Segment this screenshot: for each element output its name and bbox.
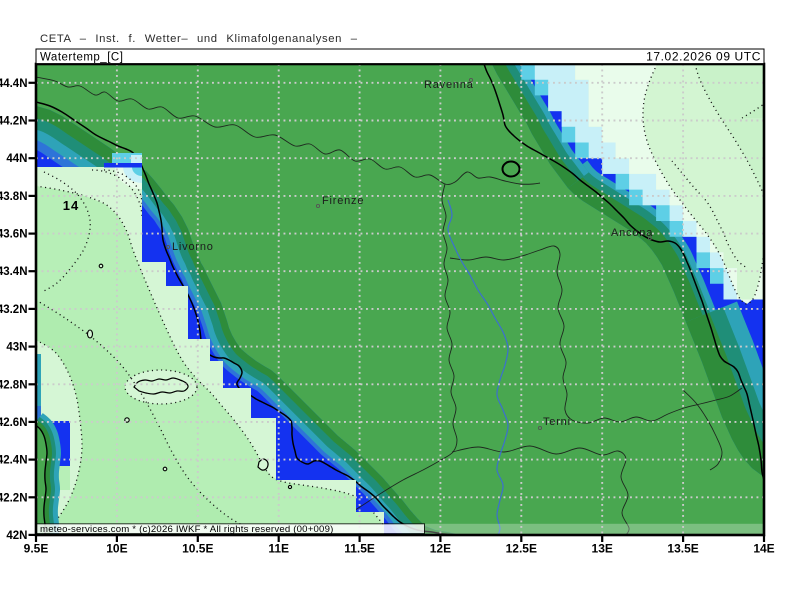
svg-text:11.5E: 11.5E: [344, 542, 375, 556]
svg-text:Terni: Terni: [543, 416, 571, 428]
svg-text:42.6N: 42.6N: [0, 417, 28, 429]
svg-text:10.5E: 10.5E: [182, 542, 213, 556]
svg-text:10E: 10E: [106, 542, 127, 556]
svg-text:13.5E: 13.5E: [667, 542, 698, 556]
svg-text:42.8N: 42.8N: [0, 379, 28, 391]
svg-text:11E: 11E: [268, 542, 289, 556]
svg-text:13E: 13E: [592, 542, 613, 556]
svg-text:43N: 43N: [6, 342, 27, 354]
svg-text:12E: 12E: [430, 542, 451, 556]
svg-text:Ancona: Ancona: [611, 227, 653, 239]
svg-text:meteo-services.com * (c)2026 I: meteo-services.com * (c)2026 IWKF * All …: [40, 524, 334, 535]
svg-text:9.5E: 9.5E: [24, 542, 49, 556]
svg-text:43.4N: 43.4N: [0, 266, 28, 278]
svg-text:CETA – Inst. f. Wetter– und Kl: CETA – Inst. f. Wetter– und Klimafolgena…: [40, 33, 358, 45]
svg-text:14E: 14E: [753, 542, 774, 556]
svg-text:44N: 44N: [6, 153, 27, 165]
svg-text:42N: 42N: [6, 530, 27, 542]
svg-text:12.5E: 12.5E: [506, 542, 537, 556]
svg-text:43.6N: 43.6N: [0, 229, 28, 241]
svg-text:Firenze: Firenze: [322, 195, 364, 207]
svg-text:44.4N: 44.4N: [0, 78, 28, 90]
svg-text:42.4N: 42.4N: [0, 455, 28, 467]
svg-text:17.02.2026 09 UTC: 17.02.2026 09 UTC: [646, 50, 761, 64]
svg-text:44.2N: 44.2N: [0, 116, 28, 128]
svg-text:Watertemp_[C]: Watertemp_[C]: [40, 52, 123, 64]
svg-text:Ravenna: Ravenna: [424, 79, 474, 91]
svg-text:43.2N: 43.2N: [0, 304, 28, 316]
svg-text:Livorno: Livorno: [172, 241, 214, 253]
svg-text:43.8N: 43.8N: [0, 191, 28, 203]
svg-text:14: 14: [63, 198, 79, 213]
svg-text:42.2N: 42.2N: [0, 492, 28, 504]
